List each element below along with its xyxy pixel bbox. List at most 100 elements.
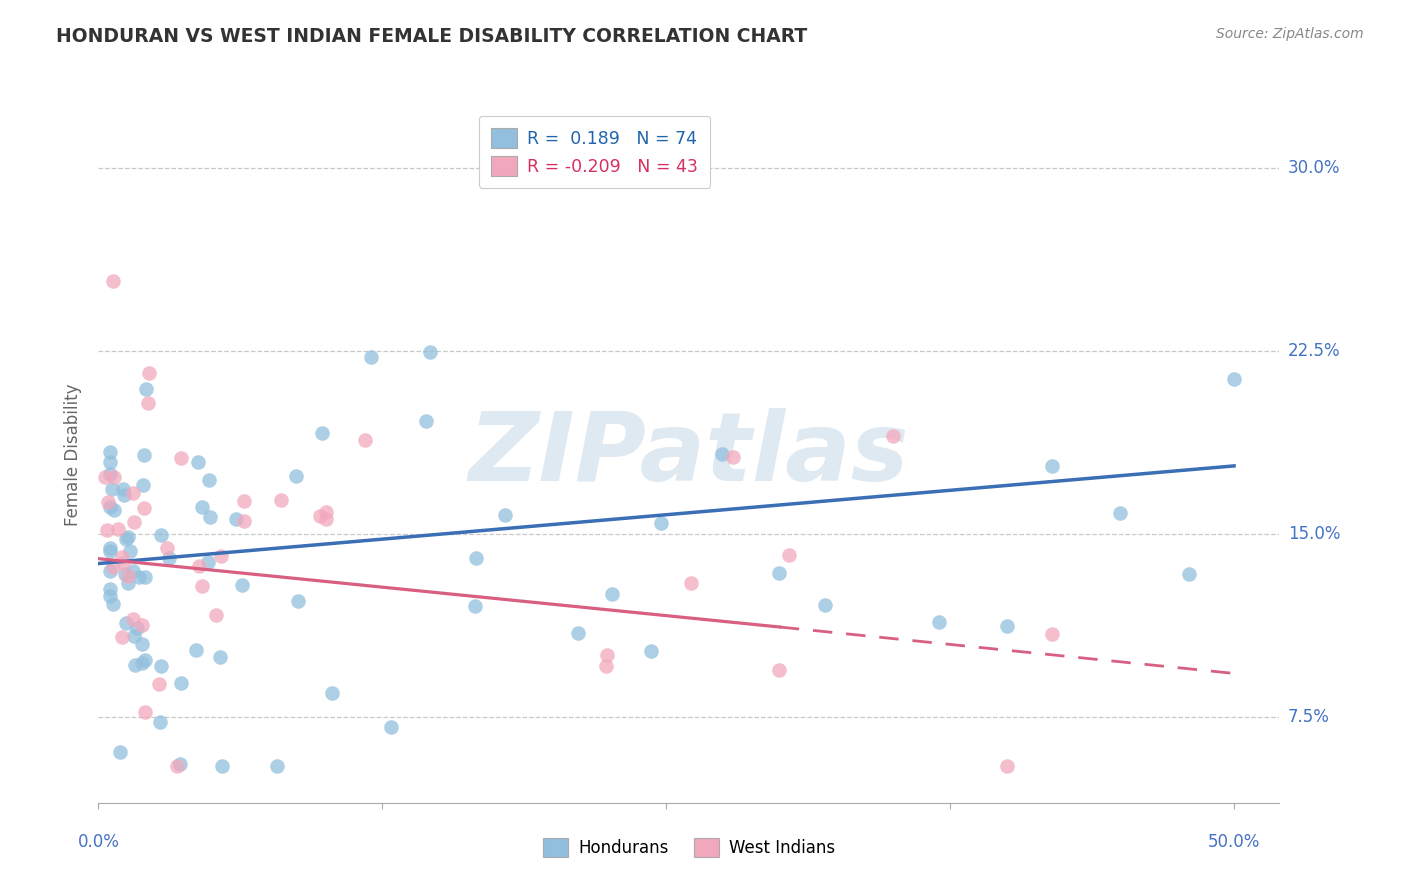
- Point: [121, 486, 143, 500]
- Point: [567, 625, 589, 640]
- Point: [287, 594, 309, 608]
- Point: [233, 493, 256, 508]
- Point: [465, 550, 488, 565]
- Point: [266, 759, 288, 773]
- Point: [136, 396, 159, 410]
- Point: [150, 659, 173, 673]
- Point: [98, 564, 121, 578]
- Point: [650, 516, 672, 530]
- Point: [321, 686, 343, 700]
- Point: [1040, 458, 1063, 473]
- Text: 0.0%: 0.0%: [77, 833, 120, 851]
- Point: [419, 345, 441, 359]
- Point: [166, 759, 188, 773]
- Point: [209, 549, 232, 563]
- Point: [309, 508, 332, 523]
- Text: 30.0%: 30.0%: [1288, 159, 1340, 178]
- Point: [135, 382, 157, 396]
- Point: [169, 756, 191, 771]
- Text: 22.5%: 22.5%: [1288, 343, 1340, 360]
- Text: 50.0%: 50.0%: [1208, 833, 1260, 851]
- Point: [98, 445, 121, 459]
- Point: [1223, 372, 1246, 386]
- Point: [380, 720, 402, 734]
- Point: [122, 565, 145, 579]
- Point: [415, 414, 437, 428]
- Point: [132, 448, 155, 462]
- Point: [134, 569, 156, 583]
- Point: [233, 514, 256, 528]
- Point: [231, 577, 253, 591]
- Point: [721, 450, 744, 464]
- Point: [270, 492, 292, 507]
- Point: [995, 619, 1018, 633]
- Point: [190, 579, 212, 593]
- Point: [111, 630, 134, 644]
- Point: [117, 569, 139, 583]
- Point: [315, 512, 337, 526]
- Point: [112, 488, 135, 502]
- Point: [149, 714, 172, 729]
- Point: [640, 643, 662, 657]
- Point: [114, 566, 136, 581]
- Point: [1040, 627, 1063, 641]
- Point: [311, 426, 333, 441]
- Point: [103, 274, 125, 288]
- Point: [928, 615, 950, 630]
- Point: [117, 576, 139, 591]
- Point: [94, 470, 117, 484]
- Point: [148, 677, 170, 691]
- Point: [995, 759, 1018, 773]
- Point: [98, 541, 121, 555]
- Point: [285, 468, 308, 483]
- Point: [1177, 567, 1199, 582]
- Point: [131, 657, 153, 671]
- Point: [595, 648, 617, 663]
- Point: [681, 575, 703, 590]
- Point: [208, 650, 231, 665]
- Text: 15.0%: 15.0%: [1288, 525, 1340, 543]
- Point: [131, 637, 153, 651]
- Point: [98, 467, 121, 482]
- Point: [127, 621, 149, 635]
- Point: [170, 450, 193, 465]
- Point: [98, 455, 121, 469]
- Point: [134, 653, 156, 667]
- Point: [184, 643, 207, 657]
- Point: [595, 659, 617, 673]
- Point: [138, 366, 160, 380]
- Text: Source: ZipAtlas.com: Source: ZipAtlas.com: [1216, 27, 1364, 41]
- Point: [96, 523, 118, 537]
- Point: [225, 512, 247, 526]
- Point: [211, 759, 233, 773]
- Point: [98, 582, 121, 596]
- Point: [98, 500, 121, 515]
- Point: [98, 590, 121, 604]
- Point: [128, 570, 150, 584]
- Point: [198, 473, 221, 487]
- Point: [354, 433, 377, 447]
- Point: [97, 495, 120, 509]
- Point: [134, 705, 156, 719]
- Point: [112, 556, 135, 570]
- Point: [882, 429, 904, 443]
- Point: [122, 612, 145, 626]
- Point: [103, 470, 125, 484]
- Point: [98, 543, 121, 558]
- Point: [122, 516, 145, 530]
- Point: [100, 482, 122, 496]
- Point: [360, 350, 382, 364]
- Point: [768, 663, 790, 677]
- Point: [205, 607, 228, 622]
- Point: [115, 532, 138, 546]
- Text: HONDURAN VS WEST INDIAN FEMALE DISABILITY CORRELATION CHART: HONDURAN VS WEST INDIAN FEMALE DISABILIT…: [56, 27, 807, 45]
- Point: [198, 509, 221, 524]
- Point: [169, 676, 191, 690]
- Point: [103, 503, 125, 517]
- Point: [101, 597, 124, 611]
- Point: [157, 551, 180, 566]
- Point: [187, 559, 209, 574]
- Point: [107, 522, 129, 536]
- Point: [600, 587, 623, 601]
- Point: [132, 501, 155, 516]
